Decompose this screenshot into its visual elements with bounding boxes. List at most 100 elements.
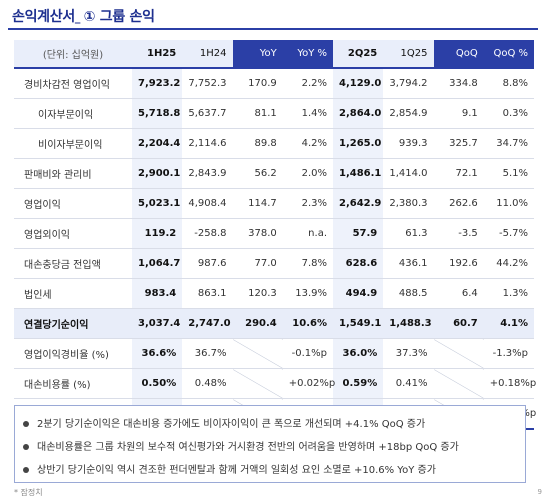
cell: -3.5 bbox=[433, 218, 484, 249]
cell: 1,265.0 bbox=[333, 128, 384, 159]
cell: 4,129.0 bbox=[333, 68, 384, 99]
col-header-1h25: 1H25 bbox=[132, 40, 183, 69]
row-label: 경비차감전 영업이익 bbox=[14, 68, 132, 99]
note-item: 대손비용률은 그룹 차원의 보수적 여신평가와 거시환경 전반의 어려움을 반영… bbox=[23, 438, 459, 453]
row-label: 영업이익 bbox=[14, 188, 132, 219]
cell: 77.0 bbox=[232, 248, 283, 279]
cell: 37.3% bbox=[383, 338, 434, 369]
cell: 10.6% bbox=[282, 308, 333, 339]
cell: 7,923.2 bbox=[132, 68, 183, 99]
cell: 628.6 bbox=[333, 248, 384, 279]
cell: -1.3%p bbox=[483, 338, 534, 369]
cell: 4.2% bbox=[282, 128, 333, 159]
empty-cell bbox=[433, 338, 484, 369]
col-header-yoy-pct: YoY % bbox=[282, 40, 333, 69]
cell: 9.1 bbox=[433, 98, 484, 129]
col-header-qoq: QoQ bbox=[433, 40, 484, 69]
cell: 4,908.4 bbox=[182, 188, 233, 219]
cell: 0.3% bbox=[483, 98, 534, 129]
cell: 1,488.3 bbox=[383, 308, 434, 339]
cell: -0.1%p bbox=[282, 338, 333, 369]
cell: 325.7 bbox=[433, 128, 484, 159]
bullet-icon bbox=[23, 444, 29, 450]
cell: 334.8 bbox=[433, 68, 484, 99]
cell: 2,854.9 bbox=[383, 98, 434, 129]
table-row: 영업외이익 119.2 -258.8 378.0 n.a. 57.9 61.3 … bbox=[14, 218, 534, 249]
cell: 983.4 bbox=[132, 278, 183, 309]
table-row-total: 연결당기순이익 3,037.4 2,747.0 290.4 10.6% 1,54… bbox=[14, 308, 534, 339]
empty-cell bbox=[232, 338, 283, 369]
row-label: 연결당기순이익 bbox=[14, 308, 132, 339]
row-label: 영업외이익 bbox=[14, 218, 132, 249]
income-statement-table: (단위: 십억원) 1H25 1H24 YoY YoY % 2Q25 1Q25 … bbox=[14, 40, 536, 430]
col-header-1q25: 1Q25 bbox=[383, 40, 434, 69]
row-label: 대손비용률 (%) bbox=[14, 368, 132, 399]
cell: 2,642.9 bbox=[333, 188, 384, 219]
cell: 2.2% bbox=[282, 68, 333, 99]
table-row: 판매비와 관리비 2,900.1 2,843.9 56.2 2.0% 1,486… bbox=[14, 158, 534, 189]
header-divider bbox=[8, 28, 538, 30]
cell: 114.7 bbox=[232, 188, 283, 219]
cell: 1.4% bbox=[282, 98, 333, 129]
cell: 2,204.4 bbox=[132, 128, 183, 159]
page-header: 손익계산서_ ① 그룹 손익 bbox=[0, 0, 546, 30]
cell: n.a. bbox=[282, 218, 333, 249]
bullet-icon bbox=[23, 467, 29, 473]
bullet-icon bbox=[23, 421, 29, 427]
row-label: 비이자부문이익 bbox=[14, 128, 132, 159]
cell: 7,752.3 bbox=[182, 68, 233, 99]
cell: 2,843.9 bbox=[182, 158, 233, 189]
col-header-1h24: 1H24 bbox=[182, 40, 233, 69]
cell: 120.3 bbox=[232, 278, 283, 309]
row-label: 대손충당금 전입액 bbox=[14, 248, 132, 279]
row-label: 판매비와 관리비 bbox=[14, 158, 132, 189]
cell: 119.2 bbox=[132, 218, 183, 249]
cell: 863.1 bbox=[182, 278, 233, 309]
col-header-qoq-pct: QoQ % bbox=[483, 40, 534, 69]
cell: 13.9% bbox=[282, 278, 333, 309]
empty-cell bbox=[433, 368, 484, 399]
row-label: 영업이익경비율 (%) bbox=[14, 338, 132, 369]
cell: -5.7% bbox=[483, 218, 534, 249]
table-header-row: (단위: 십억원) 1H25 1H24 YoY YoY % 2Q25 1Q25 … bbox=[14, 40, 534, 69]
cell: 57.9 bbox=[333, 218, 384, 249]
cell: 0.50% bbox=[132, 368, 183, 399]
unit-label: (단위: 십억원) bbox=[14, 40, 132, 69]
cell: 5,023.1 bbox=[132, 188, 183, 219]
cell: 61.3 bbox=[383, 218, 434, 249]
cell: 36.7% bbox=[182, 338, 233, 369]
cell: 36.6% bbox=[132, 338, 183, 369]
cell: 170.9 bbox=[232, 68, 283, 99]
cell: 5,718.8 bbox=[132, 98, 183, 129]
row-label: 이자부문이익 bbox=[14, 98, 132, 129]
cell: 5,637.7 bbox=[182, 98, 233, 129]
cell: 11.0% bbox=[483, 188, 534, 219]
page-subtitle: ① 그룹 손익 bbox=[83, 9, 155, 25]
cell: 2.0% bbox=[282, 158, 333, 189]
cell: 3,037.4 bbox=[132, 308, 183, 339]
cell: 89.8 bbox=[232, 128, 283, 159]
table-row: 영업이익경비율 (%) 36.6% 36.7% -0.1%p 36.0% 37.… bbox=[14, 338, 534, 369]
cell: 72.1 bbox=[433, 158, 484, 189]
cell: +0.02%p bbox=[282, 368, 335, 399]
footnote: * 잠정치 bbox=[14, 488, 43, 497]
table-row: 영업이익 5,023.1 4,908.4 114.7 2.3% 2,642.9 … bbox=[14, 188, 534, 219]
col-header-2q25: 2Q25 bbox=[333, 40, 384, 69]
cell: 0.41% bbox=[383, 368, 434, 399]
cell: 1,549.1 bbox=[333, 308, 384, 339]
cell: 2,864.0 bbox=[333, 98, 384, 129]
cell: 494.9 bbox=[333, 278, 384, 309]
table-row: 이자부문이익 5,718.8 5,637.7 81.1 1.4% 2,864.0… bbox=[14, 98, 534, 129]
notes-box: 2분기 당기순이익은 대손비용 증가에도 비이자이익이 큰 폭으로 개선되며 +… bbox=[14, 405, 526, 483]
col-header-yoy: YoY bbox=[232, 40, 283, 69]
cell: 2,747.0 bbox=[182, 308, 233, 339]
cell: 8.8% bbox=[483, 68, 534, 99]
cell: 290.4 bbox=[232, 308, 283, 339]
cell: 488.5 bbox=[383, 278, 434, 309]
cell: 6.4 bbox=[433, 278, 484, 309]
cell: 1,064.7 bbox=[132, 248, 183, 279]
cell: 36.0% bbox=[333, 338, 384, 369]
cell: 0.48% bbox=[182, 368, 233, 399]
cell: 1.3% bbox=[483, 278, 534, 309]
cell: 1,486.1 bbox=[333, 158, 384, 189]
